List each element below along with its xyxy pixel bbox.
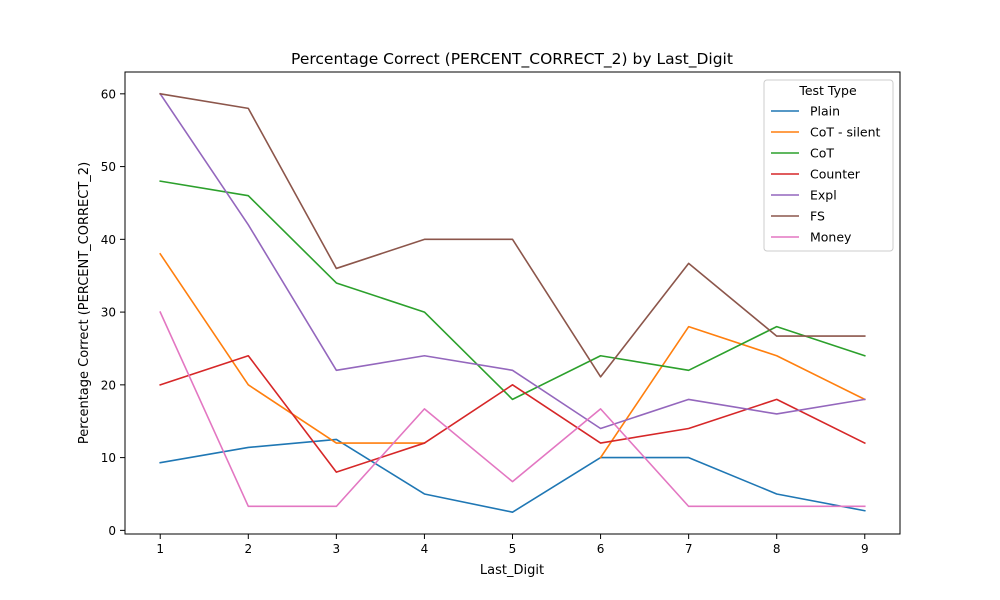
chart-title: Percentage Correct (PERCENT_CORRECT_2) b… [291,50,733,69]
x-tick-label: 4 [421,542,429,556]
plot-area: 1 2 3 4 5 6 7 8 9 0 10 20 30 40 50 60 [101,87,869,556]
y-tick-label: 20 [101,378,116,392]
legend-label: CoT [810,146,834,161]
series-line [159,438,866,513]
series-line [159,92,866,430]
legend-label: Money [810,230,852,245]
legend: Test Type Plain CoT - silent CoT Counter Exp… [763,79,894,252]
y-tick-label: 10 [101,451,116,465]
x-tick-label: 6 [597,542,605,556]
x-tick-label: 3 [333,542,341,556]
x-tick-label: 7 [685,542,693,556]
legend-label: Counter [810,167,861,182]
legend-title: Test Type [798,83,857,98]
series-line [159,92,866,378]
legend-label: CoT - silent [810,125,881,140]
series-expl [159,92,866,430]
x-tick-label: 9 [861,542,869,556]
series-cot [159,180,866,401]
y-tick-label: 50 [101,160,116,174]
legend-label: Plain [810,104,840,119]
plot-frame [124,71,901,535]
series-money [159,311,866,508]
series-line [599,325,866,459]
x-tick-label: 8 [773,542,781,556]
y-tick-label: 0 [108,524,116,538]
series-line [159,180,866,401]
series-fs [159,92,866,378]
legend-label: Expl [810,188,837,203]
legend-frame [763,79,894,252]
x-tick-label: 5 [509,542,517,556]
x-tick-label: 2 [244,542,252,556]
y-tick-label: 40 [101,233,116,247]
x-axis-label: Last_Digit [480,563,544,578]
x-tick-label: 1 [156,542,164,556]
y-tick-label: 60 [101,87,116,101]
series-plain [159,438,866,513]
legend-label: FS [810,209,825,224]
y-tick-label: 30 [101,306,116,320]
y-axis-label: Percentage Correct (PERCENT_CORRECT_2) [77,162,92,444]
series-line [159,311,866,508]
